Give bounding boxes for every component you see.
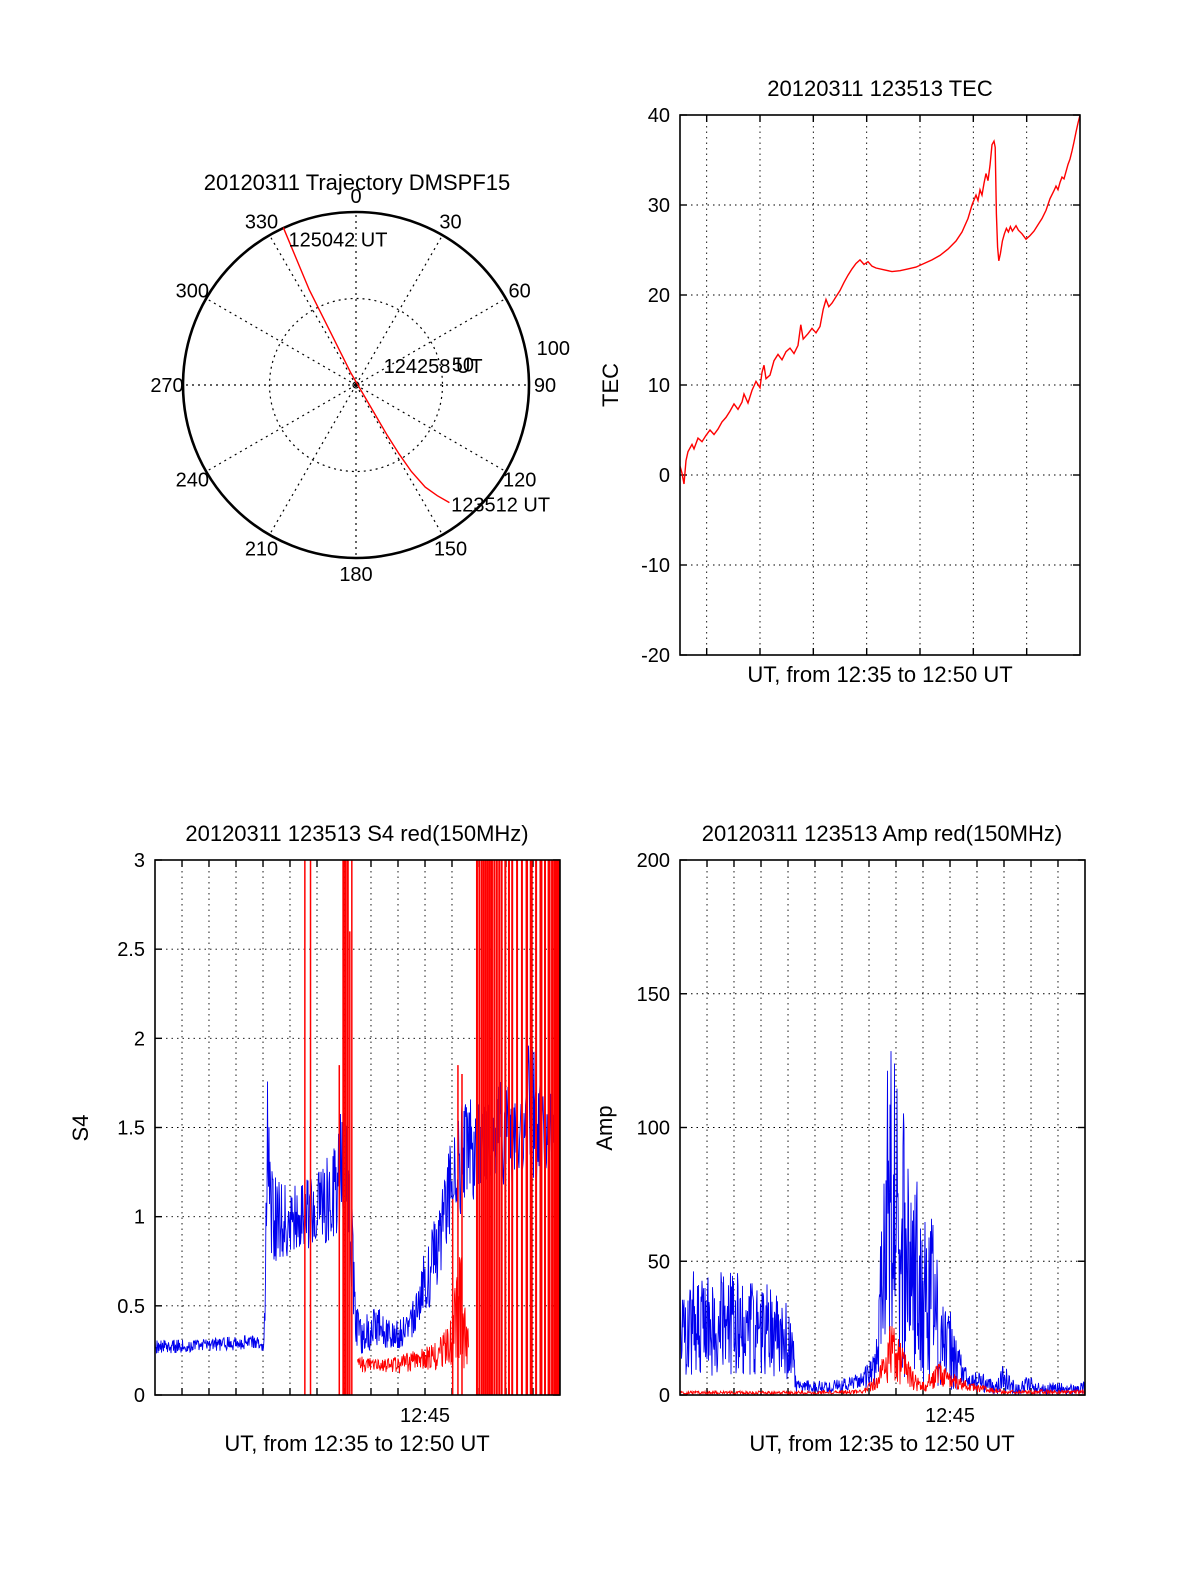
- series-layer: [155, 860, 560, 1395]
- trajectory-annotation: 123512 UT: [451, 494, 550, 516]
- y-tick-label: 40: [648, 105, 670, 127]
- y-tick-label: 2.5: [117, 939, 145, 961]
- y-tick-label: 1: [134, 1207, 145, 1229]
- y-tick-label: 0: [659, 1385, 670, 1407]
- tec-title: 20120311 123513 TEC: [767, 76, 993, 101]
- series-noise-band: [680, 1326, 1085, 1395]
- s4-xlabel: UT, from 12:35 to 12:50 UT: [224, 1431, 489, 1456]
- series-layer: [680, 1051, 1085, 1395]
- y-tick-label: -10: [641, 555, 670, 577]
- angle-tick-label: 120: [503, 470, 536, 492]
- radial-tick-label: 100: [537, 338, 570, 360]
- s4-plot: 20120311 123513 S4 red(150MHz) S4 UT, fr…: [68, 821, 561, 1456]
- amp-plot: 20120311 123513 Amp red(150MHz) Amp UT, …: [592, 821, 1086, 1456]
- s4-ylabel: S4: [68, 1115, 93, 1142]
- angle-tick-label: 90: [534, 375, 556, 397]
- amp-ylabel: Amp: [592, 1105, 617, 1150]
- trajectory-annotation: 125042 UT: [289, 230, 388, 252]
- y-tick-label: 20: [648, 285, 670, 307]
- series-noise-band: [357, 1257, 469, 1374]
- angle-tick-label: 60: [509, 281, 531, 303]
- trajectory-annotation: 124258 UT: [384, 356, 483, 378]
- angle-tick-label: 240: [176, 470, 209, 492]
- trajectory-title: 20120311 Trajectory DMSPF15: [204, 170, 511, 195]
- radial-tick-label: 50: [452, 354, 474, 376]
- amp-xlabel: UT, from 12:35 to 12:50 UT: [749, 1431, 1014, 1456]
- y-tick-label: 10: [648, 375, 670, 397]
- angle-tick-label: 150: [434, 539, 467, 561]
- angle-tick-label: 300: [176, 281, 209, 303]
- tec-plot: 20120311 123513 TEC TEC UT, from 12:35 t…: [598, 76, 1081, 687]
- y-tick-label: 0.5: [117, 1296, 145, 1318]
- y-tick-label: -20: [641, 645, 670, 667]
- trajectory-line: [282, 227, 450, 504]
- y-tick-label: 0: [134, 1385, 145, 1407]
- x-tick-label: 12:45: [400, 1405, 450, 1427]
- s4-title: 20120311 123513 S4 red(150MHz): [185, 821, 528, 846]
- tec-ylabel: TEC: [598, 363, 623, 407]
- y-tick-label: 100: [637, 1118, 670, 1140]
- series-layer: [680, 115, 1080, 485]
- trajectory-plot: 20120311 Trajectory DMSPF15 0 30 60 90 120 15…: [150, 170, 570, 586]
- angle-tick-label: 210: [245, 539, 278, 561]
- y-tick-label: 3: [134, 850, 145, 872]
- angle-tick-label: 180: [339, 564, 372, 586]
- y-tick-label: 150: [637, 984, 670, 1006]
- tec-xlabel: UT, from 12:35 to 12:50 UT: [747, 662, 1012, 687]
- x-tick-label: 12:45: [925, 1405, 975, 1427]
- angle-tick-label: 30: [439, 211, 461, 233]
- y-tick-label: 1.5: [117, 1118, 145, 1140]
- series-noise-band: [680, 1051, 1085, 1395]
- y-tick-label: 2: [134, 1028, 145, 1050]
- y-tick-label: 200: [637, 850, 670, 872]
- angle-tick-label: 270: [150, 375, 183, 397]
- angle-tick-label: 0: [350, 186, 361, 208]
- series-line: [680, 115, 1080, 485]
- angle-tick-label: 330: [245, 211, 278, 233]
- y-tick-label: 0: [659, 465, 670, 487]
- y-tick-label: 50: [648, 1251, 670, 1273]
- amp-title: 20120311 123513 Amp red(150MHz): [702, 821, 1062, 846]
- y-tick-label: 30: [648, 195, 670, 217]
